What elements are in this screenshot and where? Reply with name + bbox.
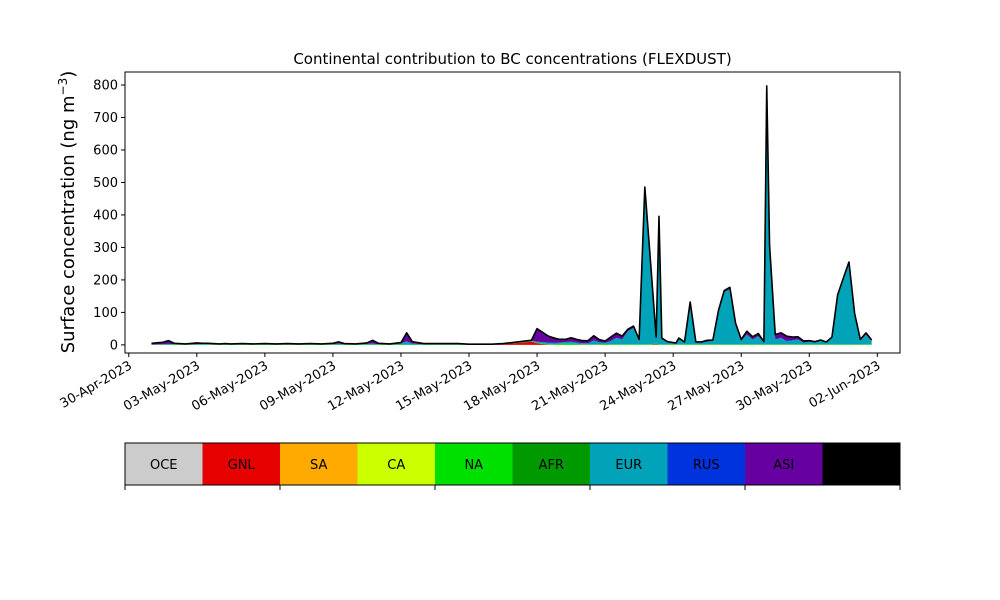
x-tick-label: 09-May-2023 <box>257 358 339 414</box>
legend-swatch-oce <box>125 443 203 485</box>
y-axis-label: Surface concentration (ng m−3) <box>56 71 79 354</box>
legend-swatch-ca <box>357 443 435 485</box>
legend-swatch-sa <box>280 443 358 485</box>
x-tick-label: 06-May-2023 <box>189 358 271 414</box>
legend-label-sa: SA <box>310 458 327 473</box>
total-outline <box>151 85 873 346</box>
legend-swatch-aus <box>822 443 900 485</box>
plot-frame <box>124 71 901 354</box>
x-tick-label: 21-May-2023 <box>529 358 611 414</box>
legend-label-afr: AFR <box>539 458 564 473</box>
y-axis: 0 100 200 300 400 500 600 700 800 <box>93 78 125 353</box>
y-tick-label: 200 <box>93 273 118 288</box>
series-area-na <box>151 341 872 345</box>
x-tick-label: 18-May-2023 <box>461 358 543 414</box>
x-axis: 30-Apr-202303-May-202306-May-202309-May-… <box>58 353 883 414</box>
x-tick-label: 24-May-2023 <box>598 358 680 414</box>
legend-label-asi: ASI <box>773 458 794 473</box>
legend-swatch-rus <box>667 443 745 485</box>
x-tick-label: 02-Jun-2023 <box>806 358 883 411</box>
plot-area <box>124 71 901 354</box>
legend-swatch-afr <box>512 443 590 485</box>
y-tick-label: 400 <box>93 208 118 223</box>
legend-swatch-gnl <box>202 443 280 485</box>
y-tick-label: 300 <box>93 241 118 256</box>
legend-swatch-eur <box>590 443 668 485</box>
legend-swatch-asi <box>745 443 823 485</box>
chart-title: Continental contribution to BC concentra… <box>293 50 731 68</box>
legend-label-oce: OCE <box>150 458 178 473</box>
x-tick-label: 15-May-2023 <box>393 358 475 414</box>
plot-background <box>125 72 900 353</box>
legend-label-na: NA <box>464 458 483 473</box>
legend-label-rus: RUS <box>693 458 720 473</box>
legend-label-aus: AUS <box>848 458 875 473</box>
y-tick-label: 500 <box>93 176 118 191</box>
series-layer <box>151 85 873 346</box>
legend-label-eur: EUR <box>615 458 642 473</box>
x-tick-label: 27-May-2023 <box>666 358 748 414</box>
legend-label-ca: CA <box>387 458 405 473</box>
series-area-gnl <box>151 341 872 345</box>
y-tick-label: 0 <box>110 338 118 353</box>
x-tick-label: 03-May-2023 <box>121 358 203 414</box>
x-tick-label: 30-May-2023 <box>734 358 816 414</box>
legend-label-gnl: GNL <box>228 458 256 473</box>
y-tick-label: 800 <box>93 78 118 93</box>
y-tick-label: 600 <box>93 143 118 158</box>
legend-colorbar: OCE GNL SA CA NA AFR EUR RUS ASI AUS <box>124 442 901 490</box>
y-axis-label-exponent: −3 <box>56 78 70 96</box>
x-tick-label: 12-May-2023 <box>325 358 407 414</box>
y-axis-label-text: Surface concentration (ng m <box>58 95 79 353</box>
legend-swatch-na <box>435 443 513 485</box>
legend-frame <box>124 442 901 486</box>
y-tick-label: 100 <box>93 306 118 321</box>
y-tick-label: 700 <box>93 111 118 126</box>
y-axis-label-close: ) <box>58 71 79 78</box>
